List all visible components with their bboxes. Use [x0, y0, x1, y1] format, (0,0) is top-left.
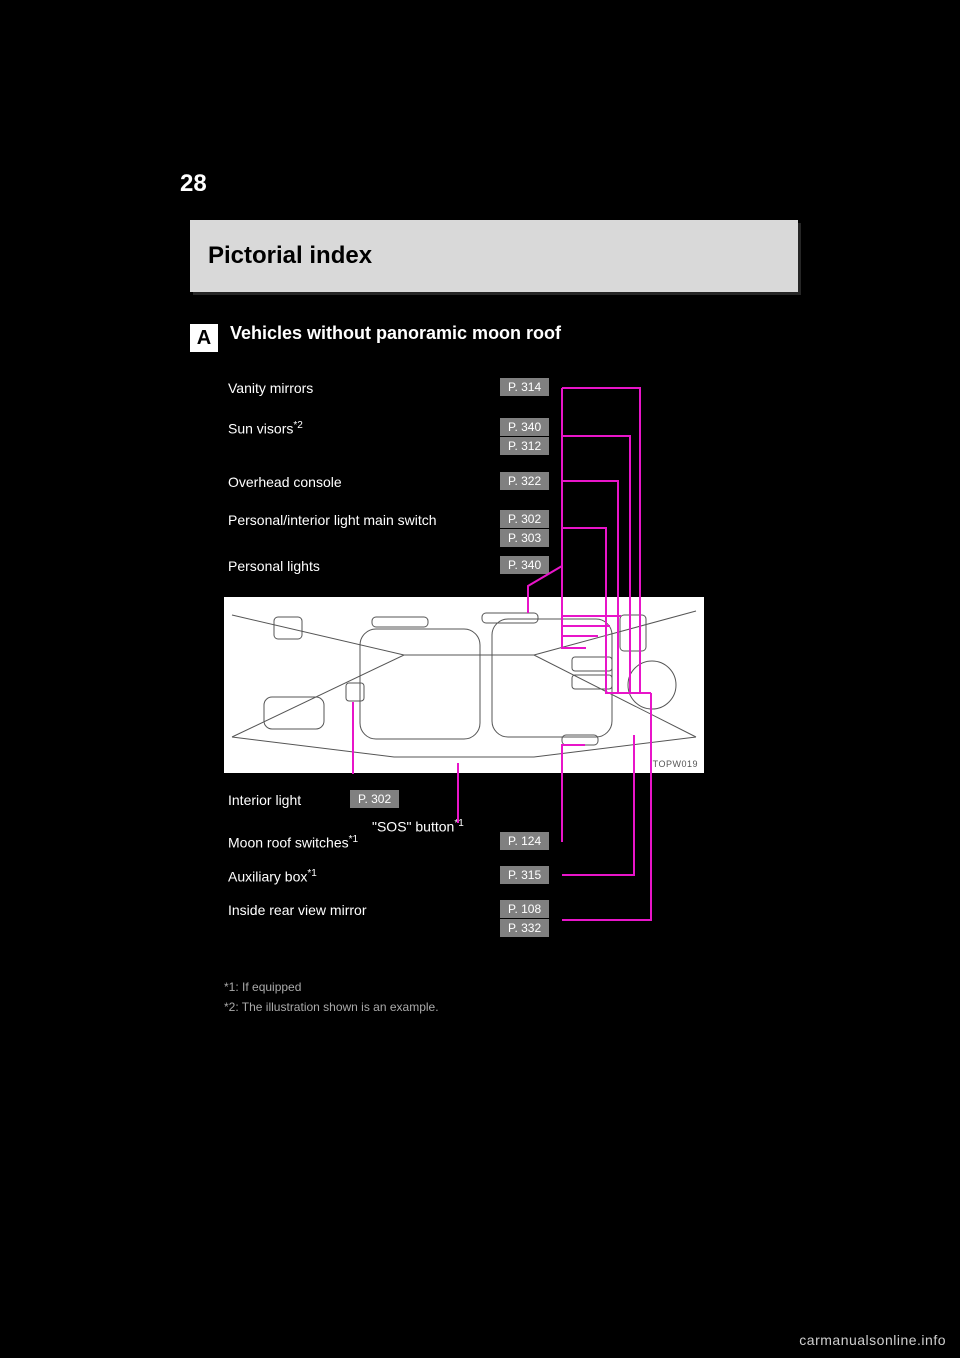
callout-label: Personal/interior light main switch: [228, 512, 437, 528]
section-header-bar: Pictorial index: [190, 220, 798, 292]
callout-label-text: Personal/interior light main switch: [228, 512, 437, 528]
callout-label-text: Interior light: [228, 792, 301, 808]
page-number: 28: [180, 170, 207, 198]
page-ref-tag: P. 303: [500, 529, 549, 547]
callout-page-tags: P. 340P. 312: [496, 418, 549, 455]
callout-suffix: *1: [349, 834, 358, 845]
callout-label-text: "SOS" button: [372, 819, 454, 835]
roof-illustration-svg: [224, 597, 704, 773]
section-label: Vehicles without panoramic moon roof: [230, 323, 561, 344]
footer-brand: carmanualsonline.info: [799, 1332, 946, 1348]
page-ref-tag: P. 302: [350, 790, 399, 808]
callout-page-tags: P. 315: [496, 866, 549, 884]
page-ref-tag: P. 302: [500, 510, 549, 528]
callout-page-tags: P. 108P. 332: [496, 900, 549, 937]
callout-label-text: Auxiliary box: [228, 869, 307, 885]
callout-label-text: Inside rear view mirror: [228, 902, 366, 918]
page-ref-tag: P. 108: [500, 900, 549, 918]
callout-label-text: Overhead console: [228, 474, 342, 490]
callout-label: "SOS" button*1: [372, 818, 464, 835]
page-ref-tag: P. 124: [500, 832, 549, 850]
callout-label: Sun visors*2: [228, 420, 303, 437]
page-ref-tag: P. 332: [500, 919, 549, 937]
callout-suffix: *1: [307, 868, 316, 879]
roof-illustration: ITOPW019: [224, 597, 704, 773]
section-header-title: Pictorial index: [208, 242, 372, 270]
callout-page-tags: P. 314: [496, 378, 549, 396]
callout-label: Moon roof switches*1: [228, 834, 358, 851]
callout-label-text: Sun visors: [228, 421, 293, 437]
callout-page-tags: P. 302P. 303: [496, 510, 549, 547]
callout-page-tags: P. 302: [346, 790, 399, 808]
callout-label-text: Personal lights: [228, 558, 320, 574]
callout-suffix: *1: [454, 818, 463, 829]
page-ref-tag: P. 322: [500, 472, 549, 490]
page-ref-tag: P. 315: [500, 866, 549, 884]
page-ref-tag: P. 312: [500, 437, 549, 455]
footnote: *2: The illustration shown is an example…: [224, 1000, 439, 1014]
callout-suffix: *2: [293, 420, 302, 431]
page-ref-tag: P. 340: [500, 418, 549, 436]
section-letter: A: [197, 327, 211, 350]
callout-page-tags: P. 322: [496, 472, 549, 490]
callout-label: Auxiliary box*1: [228, 868, 317, 885]
footnote: *1: If equipped: [224, 980, 301, 994]
illustration-code: ITOPW019: [650, 759, 698, 769]
callout-label: Interior light: [228, 792, 301, 808]
section-letter-box: A: [190, 320, 218, 352]
callout-label: Personal lights: [228, 558, 320, 574]
callout-label-text: Moon roof switches: [228, 835, 349, 851]
page-ref-tag: P. 314: [500, 378, 549, 396]
page-ref-tag: P. 340: [500, 556, 549, 574]
callout-label-text: Vanity mirrors: [228, 380, 313, 396]
callout-label: Vanity mirrors: [228, 380, 313, 396]
callout-page-tags: P. 124: [496, 832, 549, 850]
callout-page-tags: P. 340: [496, 556, 549, 574]
callout-label: Overhead console: [228, 474, 342, 490]
callout-label: Inside rear view mirror: [228, 902, 366, 918]
